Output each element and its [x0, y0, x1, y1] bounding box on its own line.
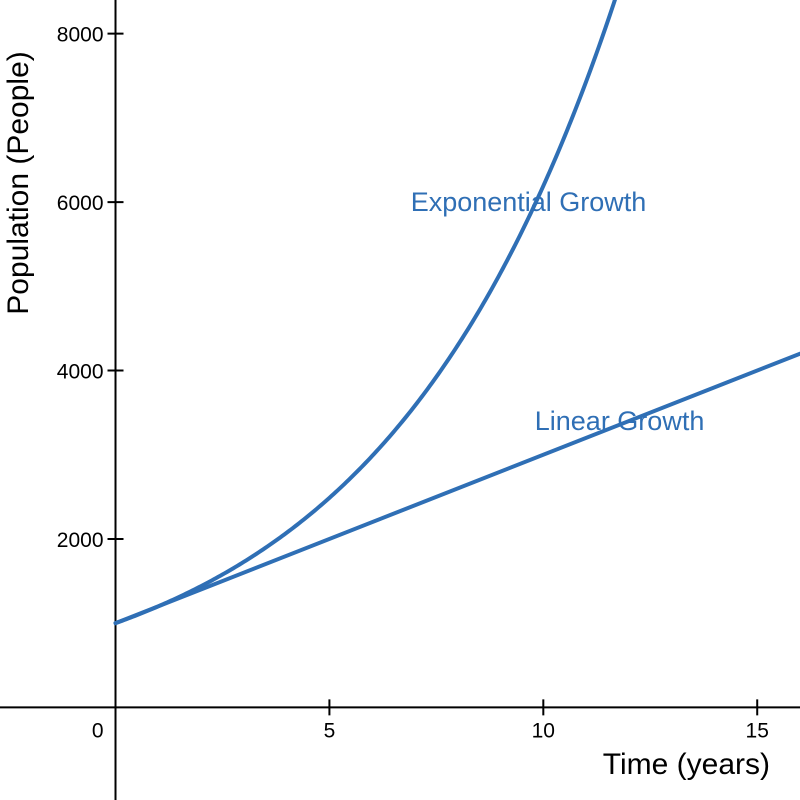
- x-tick-label: 5: [324, 719, 336, 742]
- exponential-growth-line: [113, 0, 617, 626]
- x-tick-label: 10: [532, 719, 555, 742]
- y-tick-label: 2000: [57, 529, 104, 552]
- y-tick-label: 4000: [57, 361, 104, 384]
- x-axis-title: Time (years): [603, 748, 770, 781]
- y-tick-label: 8000: [57, 24, 104, 47]
- linear-growth-line: [113, 351, 800, 626]
- y-axis-title: Population (People): [2, 51, 35, 315]
- exponential-growth-label: Exponential Growth: [411, 187, 647, 217]
- y-tick-label: 6000: [57, 192, 104, 215]
- x-tick-label: 0: [92, 719, 104, 742]
- x-tick-label: 15: [746, 719, 769, 742]
- labels-layer: Exponential Growth Linear Growth: [411, 187, 705, 436]
- ticks-layer: 0 5 10 15 2000 4000 6000 8000: [57, 24, 769, 743]
- series-layer: [113, 0, 800, 626]
- linear-growth-label: Linear Growth: [535, 406, 705, 436]
